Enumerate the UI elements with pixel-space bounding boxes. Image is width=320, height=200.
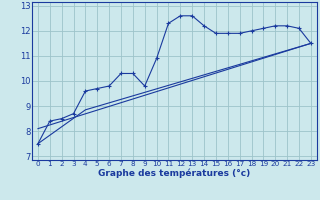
- X-axis label: Graphe des températures (°c): Graphe des températures (°c): [98, 168, 251, 178]
